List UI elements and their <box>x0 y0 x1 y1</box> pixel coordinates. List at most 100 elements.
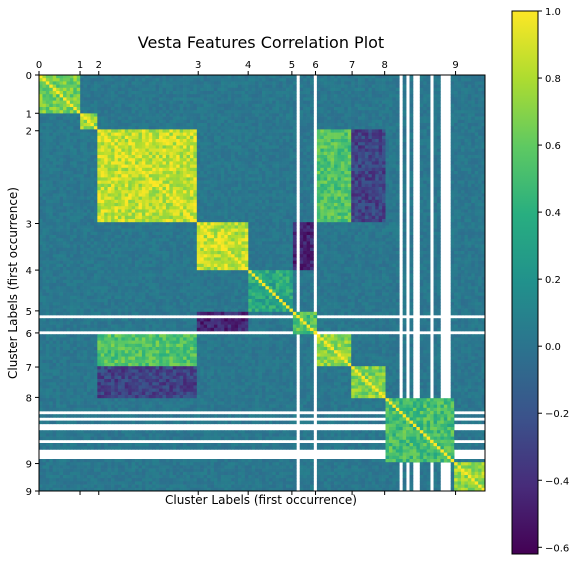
heatmap-cell <box>231 161 235 165</box>
heatmap-cell <box>450 113 455 117</box>
heatmap-cell <box>172 155 177 159</box>
heatmap-cell <box>169 158 174 162</box>
heatmap-cell <box>354 139 359 143</box>
heatmap-cell <box>83 145 88 149</box>
heatmap-cell <box>478 190 482 194</box>
heatmap-cell <box>371 151 376 156</box>
heatmap-cell <box>392 145 397 149</box>
heatmap-cell <box>327 203 331 207</box>
heatmap-cell <box>286 199 290 204</box>
heatmap-cell <box>354 145 359 149</box>
heatmap-cell <box>210 135 215 140</box>
heatmap-cell <box>49 190 54 194</box>
heatmap-cell <box>279 123 283 127</box>
heatmap-cell <box>433 75 438 79</box>
heatmap-cell <box>107 171 112 175</box>
heatmap-cell <box>63 161 67 165</box>
heatmap-cell <box>464 139 469 143</box>
heatmap-cell <box>303 187 307 191</box>
heatmap-cell <box>210 110 215 114</box>
heatmap-cell <box>220 180 225 185</box>
heatmap-cell <box>128 91 132 95</box>
heatmap-cell <box>409 158 414 162</box>
heatmap-cell <box>426 135 431 140</box>
heatmap-cell <box>231 187 235 191</box>
heatmap-cell <box>59 132 64 137</box>
heatmap-cell <box>340 87 345 92</box>
heatmap-cell <box>59 196 64 201</box>
heatmap-cell <box>203 180 208 185</box>
heatmap-cell <box>111 174 115 178</box>
heatmap-cell <box>474 193 479 197</box>
heatmap-cell <box>128 151 132 156</box>
heatmap-cell <box>227 203 232 207</box>
heatmap-cell <box>337 103 342 108</box>
heatmap-cell <box>354 155 359 159</box>
heatmap-cell <box>286 132 290 137</box>
heatmap-cell <box>45 148 50 153</box>
heatmap-cell <box>186 199 191 204</box>
heatmap-cell <box>227 103 232 108</box>
heatmap-cell <box>474 145 479 149</box>
heatmap-cell <box>217 94 222 98</box>
heatmap-cell <box>76 100 81 105</box>
heatmap-cell <box>347 174 352 178</box>
heatmap-cell <box>220 177 225 181</box>
heatmap-cell <box>337 180 342 185</box>
heatmap-cell <box>244 135 249 140</box>
heatmap-cell <box>481 187 486 191</box>
heatmap-cell <box>152 145 156 149</box>
heatmap-cell <box>351 148 355 153</box>
heatmap-cell <box>131 180 136 185</box>
heatmap-cell <box>128 177 132 181</box>
heatmap-cell <box>97 177 102 181</box>
heatmap-cell <box>327 174 331 178</box>
heatmap-cell <box>450 123 455 127</box>
heatmap-cell <box>351 158 355 162</box>
heatmap-cell <box>454 155 458 159</box>
heatmap-cell <box>306 94 311 98</box>
heatmap-cell <box>316 171 321 175</box>
heatmap-cell <box>351 100 355 105</box>
heatmap-cell <box>334 103 338 108</box>
heatmap-cell <box>275 132 280 137</box>
heatmap-cell <box>464 180 469 185</box>
heatmap-cell <box>155 91 160 95</box>
heatmap-cell <box>433 110 438 114</box>
heatmap-cell <box>80 174 84 178</box>
heatmap-cell <box>135 161 139 165</box>
heatmap-cell <box>289 145 294 149</box>
heatmap-cell <box>159 190 163 194</box>
heatmap-cell <box>49 75 54 79</box>
heatmap-cell <box>478 129 482 133</box>
heatmap-cell <box>299 113 304 117</box>
heatmap-cell <box>375 123 379 127</box>
heatmap-cell <box>45 110 50 114</box>
heatmap-cell <box>135 84 139 89</box>
heatmap-cell <box>193 97 198 101</box>
heatmap-cell <box>237 180 242 185</box>
heatmap-cell <box>474 158 479 162</box>
heatmap-cell <box>231 103 235 108</box>
heatmap-cell <box>234 81 239 85</box>
heatmap-cell <box>241 161 246 165</box>
heatmap-cell <box>69 91 74 95</box>
heatmap-cell <box>358 139 362 143</box>
heatmap-cell <box>159 87 163 92</box>
heatmap-cell <box>385 75 390 79</box>
heatmap-cell <box>207 78 211 82</box>
heatmap-cell <box>330 123 335 127</box>
heatmap-cell <box>457 171 462 175</box>
heatmap-cell <box>93 110 98 114</box>
heatmap-cell <box>385 148 390 153</box>
heatmap-cell <box>460 123 465 127</box>
heatmap-cell <box>436 158 441 162</box>
heatmap-cell <box>124 103 129 108</box>
heatmap-cell <box>371 103 376 108</box>
heatmap-cell <box>80 107 84 111</box>
heatmap-cell <box>265 81 270 85</box>
heatmap-cell <box>124 203 129 207</box>
heatmap-cell <box>426 132 431 137</box>
heatmap-cell <box>337 167 342 172</box>
